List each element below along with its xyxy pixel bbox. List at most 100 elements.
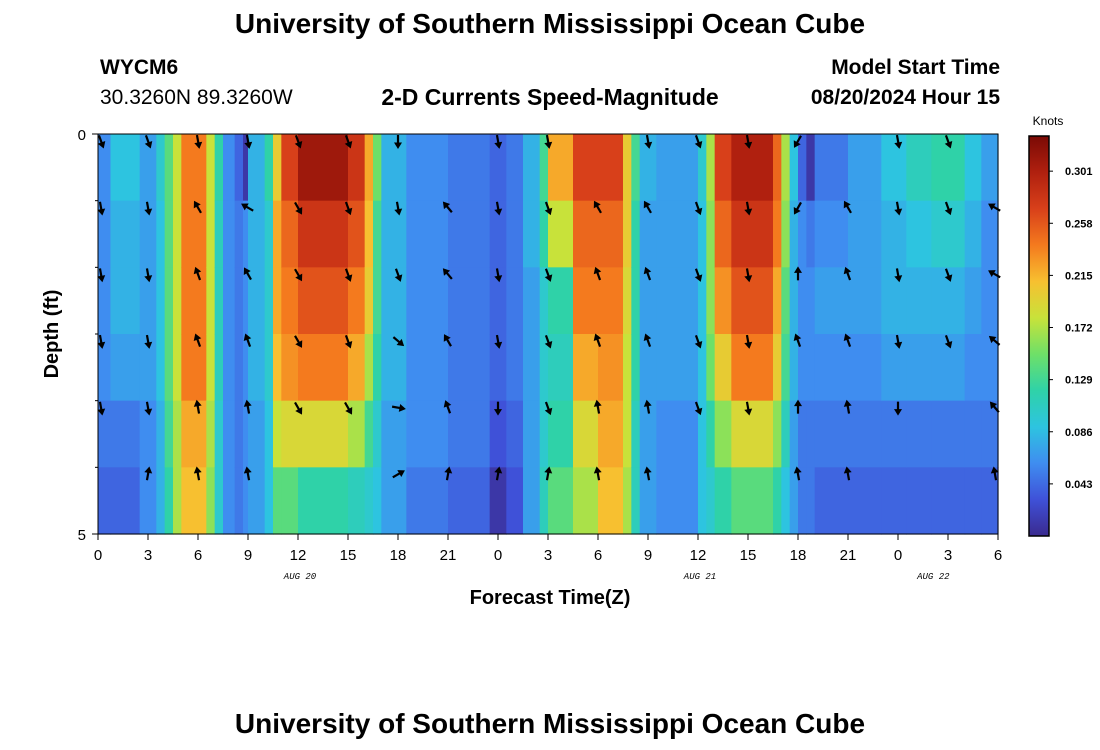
heatmap-cell — [698, 134, 707, 202]
colorbar-tick-label: 0.258 — [1065, 218, 1093, 230]
x-tick-label: 21 — [840, 547, 857, 564]
heatmap-cell — [281, 334, 299, 402]
current-arrow — [643, 466, 652, 481]
heatmap-cell — [806, 134, 816, 202]
heatmap-cell — [714, 334, 732, 402]
heatmap-cell — [223, 467, 236, 535]
current-arrow — [442, 268, 453, 280]
heatmap-cell — [539, 400, 549, 468]
current-arrow — [443, 334, 452, 347]
current-arrow — [843, 333, 852, 348]
heatmap-cell — [964, 467, 982, 535]
heatmap-cell — [181, 200, 207, 268]
heatmap-cell — [173, 400, 182, 468]
current-arrow — [243, 333, 252, 348]
chart-title: 2-D Currents Speed-Magnitude — [381, 84, 719, 110]
heatmap-cell — [234, 400, 244, 468]
heatmap-cell — [631, 400, 641, 468]
current-arrow — [793, 466, 802, 481]
heatmap-cell — [698, 334, 707, 402]
heatmap-cell — [264, 467, 274, 535]
x-tick-label: 12 — [290, 547, 307, 564]
current-arrow — [193, 333, 202, 348]
current-arrow — [494, 134, 503, 149]
heatmap-cell — [234, 134, 244, 202]
current-arrow — [97, 334, 106, 349]
heatmap-cell — [248, 267, 266, 335]
heatmap-cell — [714, 200, 732, 268]
heatmap-cell — [181, 467, 207, 535]
heatmap-cell — [781, 267, 791, 335]
heatmap-cell — [781, 400, 791, 468]
current-arrow — [593, 333, 602, 348]
heatmap-cell — [373, 400, 382, 468]
heatmap-cell — [573, 267, 599, 335]
heatmap-cell — [448, 267, 491, 335]
heatmap-cell — [164, 467, 174, 535]
colorbar-tick-label: 0.215 — [1065, 270, 1093, 282]
heatmap-cell — [539, 134, 549, 202]
current-arrow — [794, 266, 802, 281]
heatmap-cell — [98, 467, 112, 535]
x-axis-label: Forecast Time(Z) — [470, 587, 631, 609]
date-label: AUG 22 — [916, 572, 950, 582]
heatmap-cell — [706, 334, 716, 402]
heatmap-cell — [181, 267, 207, 335]
heatmap-cell — [848, 400, 882, 468]
current-arrow — [793, 135, 802, 148]
heatmap-cell — [548, 200, 574, 268]
heatmap-cell — [448, 400, 491, 468]
heatmap-cell — [206, 334, 216, 402]
heatmap-cell — [931, 467, 966, 535]
heatmap-cell — [981, 134, 999, 202]
heatmap-cell — [110, 467, 141, 535]
heatmap-cell — [164, 267, 174, 335]
current-arrow — [144, 401, 153, 416]
heatmap-cell — [281, 467, 299, 535]
heatmap-cell — [181, 134, 207, 202]
heatmap-cell — [639, 134, 657, 202]
current-arrow — [544, 466, 553, 481]
heatmap-cell — [523, 267, 541, 335]
heatmap-cell — [573, 200, 599, 268]
heatmap-cell — [243, 400, 249, 468]
heatmap-cell — [264, 334, 274, 402]
current-arrow — [894, 334, 903, 349]
heatmap-cell — [714, 134, 732, 202]
heatmap-cell — [964, 267, 982, 335]
heatmap-cell — [406, 134, 449, 202]
heatmap-cell — [798, 134, 807, 202]
heatmap-cell — [714, 467, 732, 535]
heatmap-cell — [156, 134, 166, 202]
current-arrow — [643, 266, 652, 281]
heatmap-cell — [548, 467, 574, 535]
heatmap-cell — [364, 467, 374, 535]
colorbar-tick-label: 0.129 — [1065, 375, 1093, 387]
date-label: AUG 21 — [683, 572, 716, 582]
heatmap-cell — [248, 400, 266, 468]
heatmap-cell — [273, 134, 282, 202]
current-arrow — [694, 401, 703, 416]
model-start-label: Model Start Time — [831, 56, 1000, 79]
heatmap-cell — [298, 267, 349, 335]
x-tick-label: 12 — [690, 547, 707, 564]
x-tick-label: 9 — [244, 547, 252, 564]
heatmap-cell — [98, 134, 112, 202]
heatmap-cell — [243, 467, 249, 535]
heatmap-cell — [598, 200, 624, 268]
heatmap-cell — [156, 200, 166, 268]
current-arrow — [344, 268, 353, 282]
heatmap-cell — [348, 200, 366, 268]
heatmap-cell — [523, 134, 541, 202]
heatmap-cell — [806, 334, 816, 402]
heatmap-cell — [173, 334, 182, 402]
page-title: University of Southern Mississippi Ocean… — [234, 8, 866, 39]
heatmap-cell — [798, 400, 807, 468]
heatmap-cell — [489, 400, 507, 468]
heatmap-cell — [243, 134, 249, 202]
heatmap-cell — [234, 467, 244, 535]
heatmap-cell — [156, 400, 166, 468]
heatmap-cell — [539, 334, 549, 402]
heatmap-cell — [548, 134, 574, 202]
